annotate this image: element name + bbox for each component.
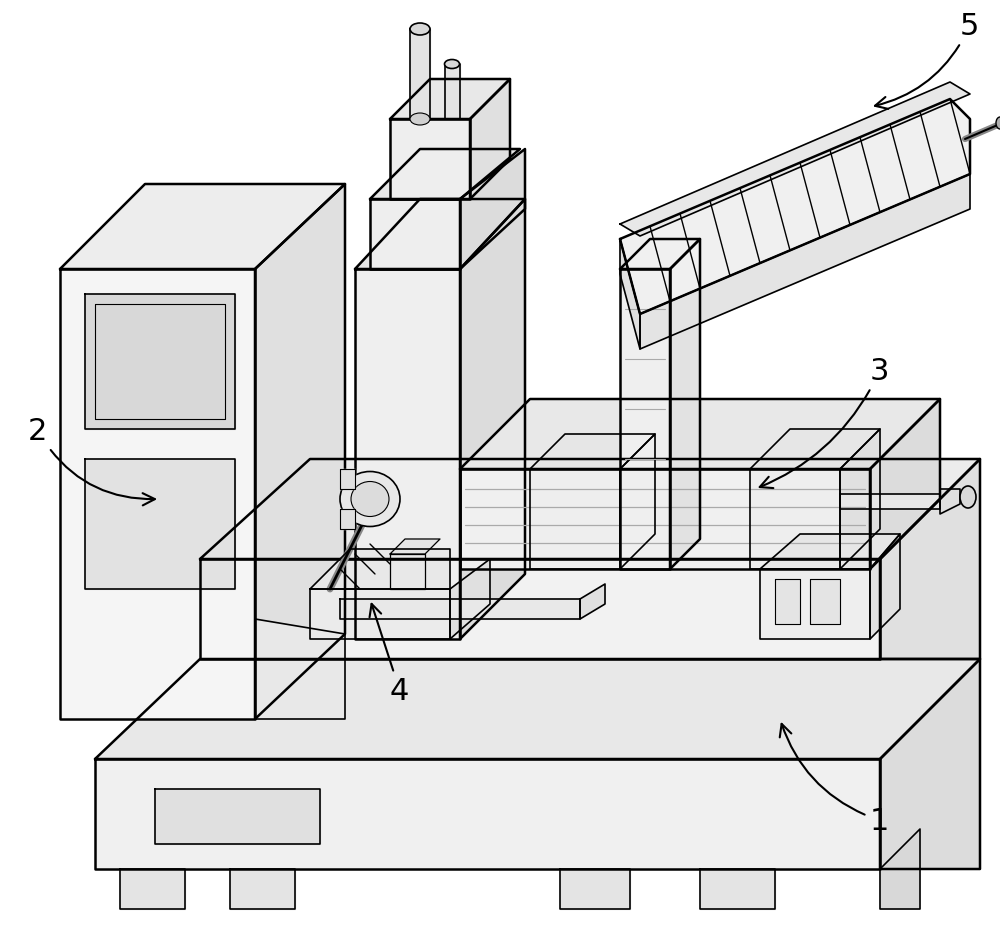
Polygon shape bbox=[760, 569, 870, 639]
Polygon shape bbox=[410, 30, 430, 120]
Polygon shape bbox=[255, 185, 345, 719]
Polygon shape bbox=[390, 80, 510, 120]
Polygon shape bbox=[85, 460, 235, 589]
Ellipse shape bbox=[340, 472, 400, 527]
Ellipse shape bbox=[445, 60, 460, 70]
Polygon shape bbox=[355, 270, 460, 639]
Polygon shape bbox=[640, 175, 970, 349]
Text: 5: 5 bbox=[875, 12, 979, 110]
Polygon shape bbox=[840, 430, 880, 569]
Polygon shape bbox=[880, 460, 980, 659]
Polygon shape bbox=[620, 100, 970, 314]
Polygon shape bbox=[340, 469, 355, 490]
Polygon shape bbox=[390, 120, 470, 200]
Polygon shape bbox=[445, 65, 460, 120]
Polygon shape bbox=[85, 295, 235, 430]
Ellipse shape bbox=[410, 24, 430, 36]
Ellipse shape bbox=[410, 114, 430, 126]
Polygon shape bbox=[750, 430, 880, 469]
Polygon shape bbox=[620, 270, 670, 569]
Polygon shape bbox=[310, 549, 450, 589]
Polygon shape bbox=[95, 759, 880, 869]
Polygon shape bbox=[370, 150, 520, 200]
Polygon shape bbox=[870, 534, 900, 639]
Polygon shape bbox=[200, 560, 880, 659]
Polygon shape bbox=[530, 434, 655, 469]
Polygon shape bbox=[460, 150, 525, 270]
Polygon shape bbox=[530, 469, 620, 569]
Polygon shape bbox=[560, 869, 630, 909]
Polygon shape bbox=[200, 460, 980, 560]
Polygon shape bbox=[460, 399, 940, 469]
Polygon shape bbox=[870, 399, 940, 569]
Polygon shape bbox=[840, 495, 940, 510]
Text: 1: 1 bbox=[780, 724, 889, 835]
Ellipse shape bbox=[996, 118, 1000, 130]
Polygon shape bbox=[120, 869, 185, 909]
Polygon shape bbox=[370, 200, 460, 270]
Polygon shape bbox=[460, 469, 870, 569]
Polygon shape bbox=[620, 434, 655, 569]
Polygon shape bbox=[620, 83, 970, 237]
Polygon shape bbox=[340, 510, 355, 530]
Polygon shape bbox=[390, 539, 440, 554]
Text: 3: 3 bbox=[760, 357, 890, 489]
Polygon shape bbox=[620, 240, 700, 270]
Polygon shape bbox=[255, 619, 345, 719]
Polygon shape bbox=[470, 80, 510, 200]
Polygon shape bbox=[390, 554, 425, 589]
Polygon shape bbox=[340, 599, 580, 619]
Polygon shape bbox=[580, 584, 605, 619]
Polygon shape bbox=[450, 560, 490, 639]
Polygon shape bbox=[155, 789, 320, 844]
Ellipse shape bbox=[960, 486, 976, 509]
Text: 2: 2 bbox=[28, 416, 155, 506]
Polygon shape bbox=[775, 580, 800, 624]
Polygon shape bbox=[460, 200, 525, 639]
Polygon shape bbox=[95, 659, 980, 759]
Text: 4: 4 bbox=[370, 604, 409, 705]
Polygon shape bbox=[670, 240, 700, 569]
Polygon shape bbox=[880, 659, 980, 869]
Ellipse shape bbox=[351, 482, 389, 517]
Polygon shape bbox=[810, 580, 840, 624]
Polygon shape bbox=[700, 869, 775, 909]
Polygon shape bbox=[60, 185, 345, 270]
Polygon shape bbox=[760, 534, 900, 569]
Polygon shape bbox=[880, 829, 920, 909]
Polygon shape bbox=[750, 469, 840, 569]
Polygon shape bbox=[940, 490, 960, 514]
Polygon shape bbox=[355, 200, 525, 270]
Polygon shape bbox=[620, 240, 640, 349]
Polygon shape bbox=[310, 589, 450, 639]
Polygon shape bbox=[60, 270, 255, 719]
Polygon shape bbox=[230, 869, 295, 909]
